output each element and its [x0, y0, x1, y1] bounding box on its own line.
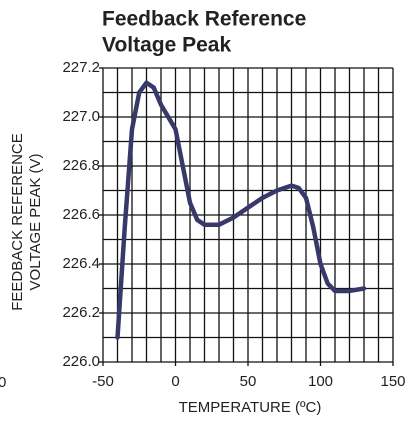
annotation: 0 — [0, 374, 6, 391]
x-tick-label: 150 — [380, 373, 405, 390]
y-tick-label: 226.6 — [62, 206, 100, 223]
x-tick-label: 0 — [171, 373, 179, 390]
chart-title: Feedback Reference — [102, 8, 306, 31]
x-tick-label: -50 — [92, 373, 114, 390]
y-tick-label: 227.0 — [62, 108, 100, 125]
x-axis-label: TEMPERATURE (ºC) — [179, 399, 322, 416]
chart-title: Voltage Peak — [102, 34, 231, 57]
x-tick-label: 50 — [240, 373, 257, 390]
y-axis-label: FEEDBACK REFERENCE — [9, 133, 26, 311]
y-tick-label: 226.4 — [62, 255, 100, 272]
y-tick-label: 226.8 — [62, 157, 100, 174]
y-axis-label: VOLTAGE PEAK (V) — [27, 154, 44, 291]
x-tick-label: 100 — [308, 373, 333, 390]
line-series — [115, 80, 367, 340]
y-tick-label: 227.2 — [62, 59, 100, 76]
y-tick-label: 226.0 — [62, 353, 100, 370]
y-tick-label: 226.2 — [62, 304, 100, 321]
